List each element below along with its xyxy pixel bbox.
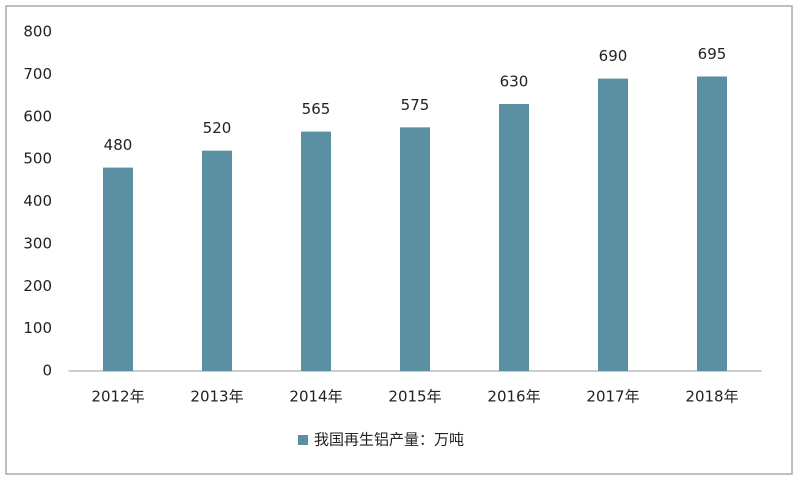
x-tick-label: 2016年 bbox=[487, 388, 540, 406]
y-tick-label: 700 bbox=[23, 65, 52, 83]
data-label: 695 bbox=[698, 45, 727, 63]
bar bbox=[400, 127, 430, 371]
data-label: 565 bbox=[302, 100, 331, 118]
x-tick-label: 2018年 bbox=[685, 388, 738, 406]
y-tick-label: 400 bbox=[23, 192, 52, 210]
legend-swatch bbox=[298, 435, 308, 445]
bar bbox=[697, 76, 727, 372]
data-label: 575 bbox=[401, 96, 430, 114]
x-tick-label: 2017年 bbox=[586, 388, 639, 406]
x-tick-label: 2013年 bbox=[190, 388, 243, 406]
y-tick-label: 100 bbox=[23, 319, 52, 337]
y-tick-label: 0 bbox=[42, 362, 52, 380]
y-tick-label: 800 bbox=[23, 23, 52, 41]
data-label: 480 bbox=[104, 136, 133, 154]
x-tick-label: 2015年 bbox=[388, 388, 441, 406]
bar bbox=[598, 78, 628, 372]
y-tick-label: 600 bbox=[23, 107, 52, 125]
bar bbox=[202, 150, 232, 371]
bar bbox=[103, 167, 133, 371]
x-tick-label: 2012年 bbox=[91, 388, 144, 406]
data-label: 690 bbox=[599, 47, 628, 65]
legend-label: 我国再生铝产量：万吨 bbox=[314, 431, 464, 449]
x-tick-label: 2014年 bbox=[289, 388, 342, 406]
y-tick-label: 200 bbox=[23, 277, 52, 295]
y-tick-label: 500 bbox=[23, 150, 52, 168]
bar bbox=[499, 104, 529, 371]
data-label: 520 bbox=[203, 119, 232, 137]
bar bbox=[301, 131, 331, 371]
y-tick-label: 300 bbox=[23, 234, 52, 252]
chart-border bbox=[5, 5, 793, 475]
data-label: 630 bbox=[500, 73, 529, 91]
